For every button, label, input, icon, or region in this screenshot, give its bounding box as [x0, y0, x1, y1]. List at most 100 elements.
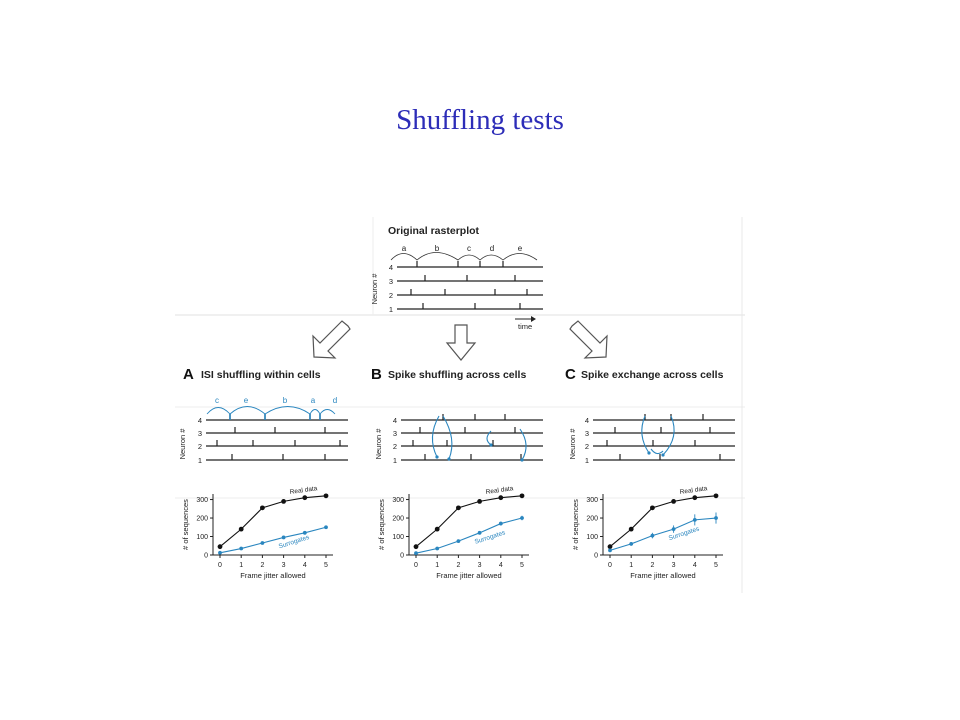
chart-1-series-1-point-0 — [414, 551, 418, 556]
isi-label-b: b — [435, 244, 440, 253]
panel-c-neuron-1: 1 — [585, 456, 589, 465]
chart-0-series-1-point-5 — [324, 525, 328, 530]
chart-1-xtick-label-5: 5 — [520, 562, 524, 569]
chart-1-xtick-label-2: 2 — [456, 562, 460, 569]
chart-1-series-0-point-4 — [498, 495, 504, 501]
original-rasterplot-panel: Original rasterplot a b c d e Neuron # 4… — [370, 225, 543, 331]
panel-a-neuron-1: 1 — [198, 456, 202, 465]
isi-label-c: c — [467, 244, 471, 253]
chart-1-series-1-point-2 — [456, 539, 461, 544]
panel-a-chart: 0 100 200 300 0 1 2 3 4 5 # of sequences Frame jitt… — [181, 485, 333, 580]
chart-0-real-data-label: Real data — [289, 485, 318, 496]
chart-2-ytick-label-3: 300 — [586, 497, 598, 504]
chart-2-series-1-line — [609, 517, 717, 551]
panel-a-isi-label-d: d — [333, 396, 337, 405]
chart-2-series-0-point-5 — [713, 493, 719, 499]
chart-2-series-0-point-1 — [628, 526, 634, 532]
panel-b-letter: B — [371, 366, 382, 383]
chart-0-xtick-label-1: 1 — [239, 562, 243, 569]
panel-c-rasterplot: Neuron # 4 3 2 1 — [568, 414, 735, 465]
panel-a-letter: A — [183, 366, 194, 383]
panel-c-letter: C — [565, 366, 576, 383]
chart-2-series-1-point-3 — [671, 527, 676, 532]
chart-2-series-1-point-4 — [692, 517, 697, 522]
chart-2-xtick-label-5: 5 — [714, 562, 718, 569]
panel-a-neuron-3: 3 — [198, 429, 202, 438]
isi-label-e: e — [518, 244, 523, 253]
chart-1-series-0-line — [415, 495, 523, 548]
arrow-to-b-icon — [445, 324, 477, 361]
spike-trains — [397, 261, 543, 310]
arrow-to-a-icon — [312, 320, 351, 359]
chart-0-series-1-point-1 — [239, 546, 244, 551]
panel-b-neuron-4: 4 — [393, 416, 397, 425]
chart-0-xtick-label-2: 2 — [260, 562, 264, 569]
chart-0-ytick-label-0: 0 — [204, 553, 208, 560]
chart-2-ytick-label-1: 100 — [586, 534, 598, 541]
panel-c-neuron-4: 4 — [585, 416, 589, 425]
chart-2-series-0-line — [609, 495, 717, 548]
panel-a-ylabel: Neuron # — [178, 428, 187, 460]
chart-0-xtick-label-5: 5 — [324, 562, 328, 569]
chart-0-series-0-line — [219, 495, 327, 548]
chart-1-series-0-point-5 — [519, 493, 525, 499]
panel-b-rasterplot: Neuron # 4 3 2 1 — [374, 414, 543, 465]
chart-2-series-1-point-5 — [714, 516, 718, 520]
isi-arcs — [390, 252, 538, 261]
chart-1-ylabel: # of sequences — [377, 499, 386, 550]
chart-0-xlabel: Frame jitter allowed — [240, 571, 305, 580]
chart-0-xtick-label-4: 4 — [303, 562, 307, 569]
chart-1-ytick-label-1: 100 — [392, 534, 404, 541]
chart-0-series-0-point-4 — [302, 495, 308, 501]
panel-a-isi-label-b: b — [283, 396, 288, 405]
chart-0-ytick-label-2: 200 — [196, 516, 208, 523]
chart-2-series-0-point-3 — [671, 498, 676, 504]
isi-label-a: a — [402, 244, 407, 253]
chart-1-xtick-label-0: 0 — [414, 562, 418, 569]
chart-1-xlabel: Frame jitter allowed — [436, 571, 501, 580]
top-ylabel: Neuron # — [370, 273, 379, 305]
panel-a-isi-label-e: e — [244, 396, 249, 405]
chart-0-series-1-point-3 — [281, 535, 286, 540]
panel-b-ylabel: Neuron # — [374, 428, 383, 460]
neuron-label-1: 1 — [389, 305, 393, 314]
chart-2-xtick-label-3: 3 — [672, 562, 676, 569]
chart-0-xtick-label-0: 0 — [218, 562, 222, 569]
chart-2-xtick-label-4: 4 — [693, 562, 697, 569]
chart-1-xtick-label-3: 3 — [478, 562, 482, 569]
chart-0-series-1-point-0 — [218, 550, 222, 555]
chart-1-series-0-point-1 — [434, 526, 440, 532]
neuron-label-2: 2 — [389, 291, 393, 300]
chart-0-series-0-point-0 — [217, 544, 223, 550]
chart-2-series-0-point-4 — [692, 495, 698, 501]
chart-0-series-1-point-2 — [260, 541, 265, 545]
chart-1-series-0-point-2 — [456, 505, 461, 511]
panel-a-title: ISI shuffling within cells — [201, 369, 321, 381]
chart-1-series-0-point-3 — [477, 498, 482, 504]
chart-0-ytick-label-3: 300 — [196, 497, 208, 504]
chart-2-series-1-point-0 — [608, 548, 612, 553]
chart-1-series-1-line — [415, 517, 523, 554]
chart-1-ytick-label-0: 0 — [400, 553, 404, 560]
chart-2-series-1-point-1 — [629, 542, 634, 546]
chart-1-series-1-point-1 — [435, 546, 440, 551]
chart-0-ylabel: # of sequences — [181, 499, 190, 550]
chart-0-ytick-label-1: 100 — [196, 534, 208, 541]
chart-1-real-data-label: Real data — [485, 485, 514, 496]
chart-2-series-0-point-0 — [607, 544, 613, 550]
chart-0-series-1-point-4 — [302, 530, 307, 535]
panel-c-neuron-2: 2 — [585, 442, 589, 451]
chart-2-series-0-point-2 — [650, 505, 655, 511]
chart-0-series-0-point-3 — [281, 498, 286, 504]
panel-a-neuron-2: 2 — [198, 442, 202, 451]
panel-c-exchange-arrows — [641, 415, 675, 456]
panel-b-neuron-1: 1 — [393, 456, 397, 465]
top-title: Original rasterplot — [388, 225, 480, 237]
panel-a-neuron-4: 4 — [198, 416, 202, 425]
slide-title: Shuffling tests — [396, 104, 564, 136]
chart-2-ytick-label-0: 0 — [594, 553, 598, 560]
chart-2-ylabel: # of sequences — [571, 499, 580, 550]
time-label: time — [518, 322, 532, 331]
panel-a-isi-label-a: a — [311, 396, 316, 405]
time-arrow: time — [515, 316, 536, 331]
